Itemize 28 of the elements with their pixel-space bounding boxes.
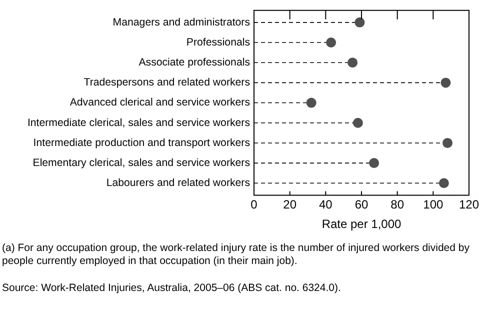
point xyxy=(440,78,451,88)
x-tick-label: 20 xyxy=(283,198,297,212)
x-tick-label: 120 xyxy=(458,198,480,212)
point xyxy=(442,138,452,148)
point xyxy=(438,178,449,188)
y-tick-label: Associate professionals xyxy=(138,56,250,69)
y-tick-label: Professionals xyxy=(186,36,250,48)
point xyxy=(352,118,363,128)
y-tick-label: Advanced clerical and service workers xyxy=(70,96,250,109)
x-tick-label: 100 xyxy=(423,198,444,212)
x-axis-title: Rate per 1,000 xyxy=(322,217,402,232)
y-tick-label: Managers and administrators xyxy=(112,16,250,28)
x-tick-label: 80 xyxy=(390,198,404,212)
point xyxy=(348,58,358,68)
x-tick-label: 0 xyxy=(250,198,258,212)
source-note: Source: Work-Related Injuries, Australia, 2005–06 (ABS cat. no. 6324.0). xyxy=(1,282,342,295)
point xyxy=(369,158,380,168)
point xyxy=(306,98,316,108)
text: (a) For any occupation group, the work-related injury rate is the number of injured workers divided by people currently employed in that occupation (in their main job). xyxy=(1,242,470,268)
point xyxy=(326,38,336,48)
y-tick-label: Intermediate production and transport workers xyxy=(33,136,250,149)
y-tick-label: Labourers and related workers xyxy=(106,177,250,190)
y-tick-label: Elementary clerical, sales and service workers xyxy=(32,156,250,169)
y-tick-label: Intermediate clerical, sales and service workers xyxy=(27,116,250,129)
point xyxy=(354,17,365,28)
y-tick-label: Tradespersons and related workers xyxy=(84,76,250,89)
x-tick-label: 60 xyxy=(354,198,368,212)
x-tick-label: 40 xyxy=(318,198,333,212)
